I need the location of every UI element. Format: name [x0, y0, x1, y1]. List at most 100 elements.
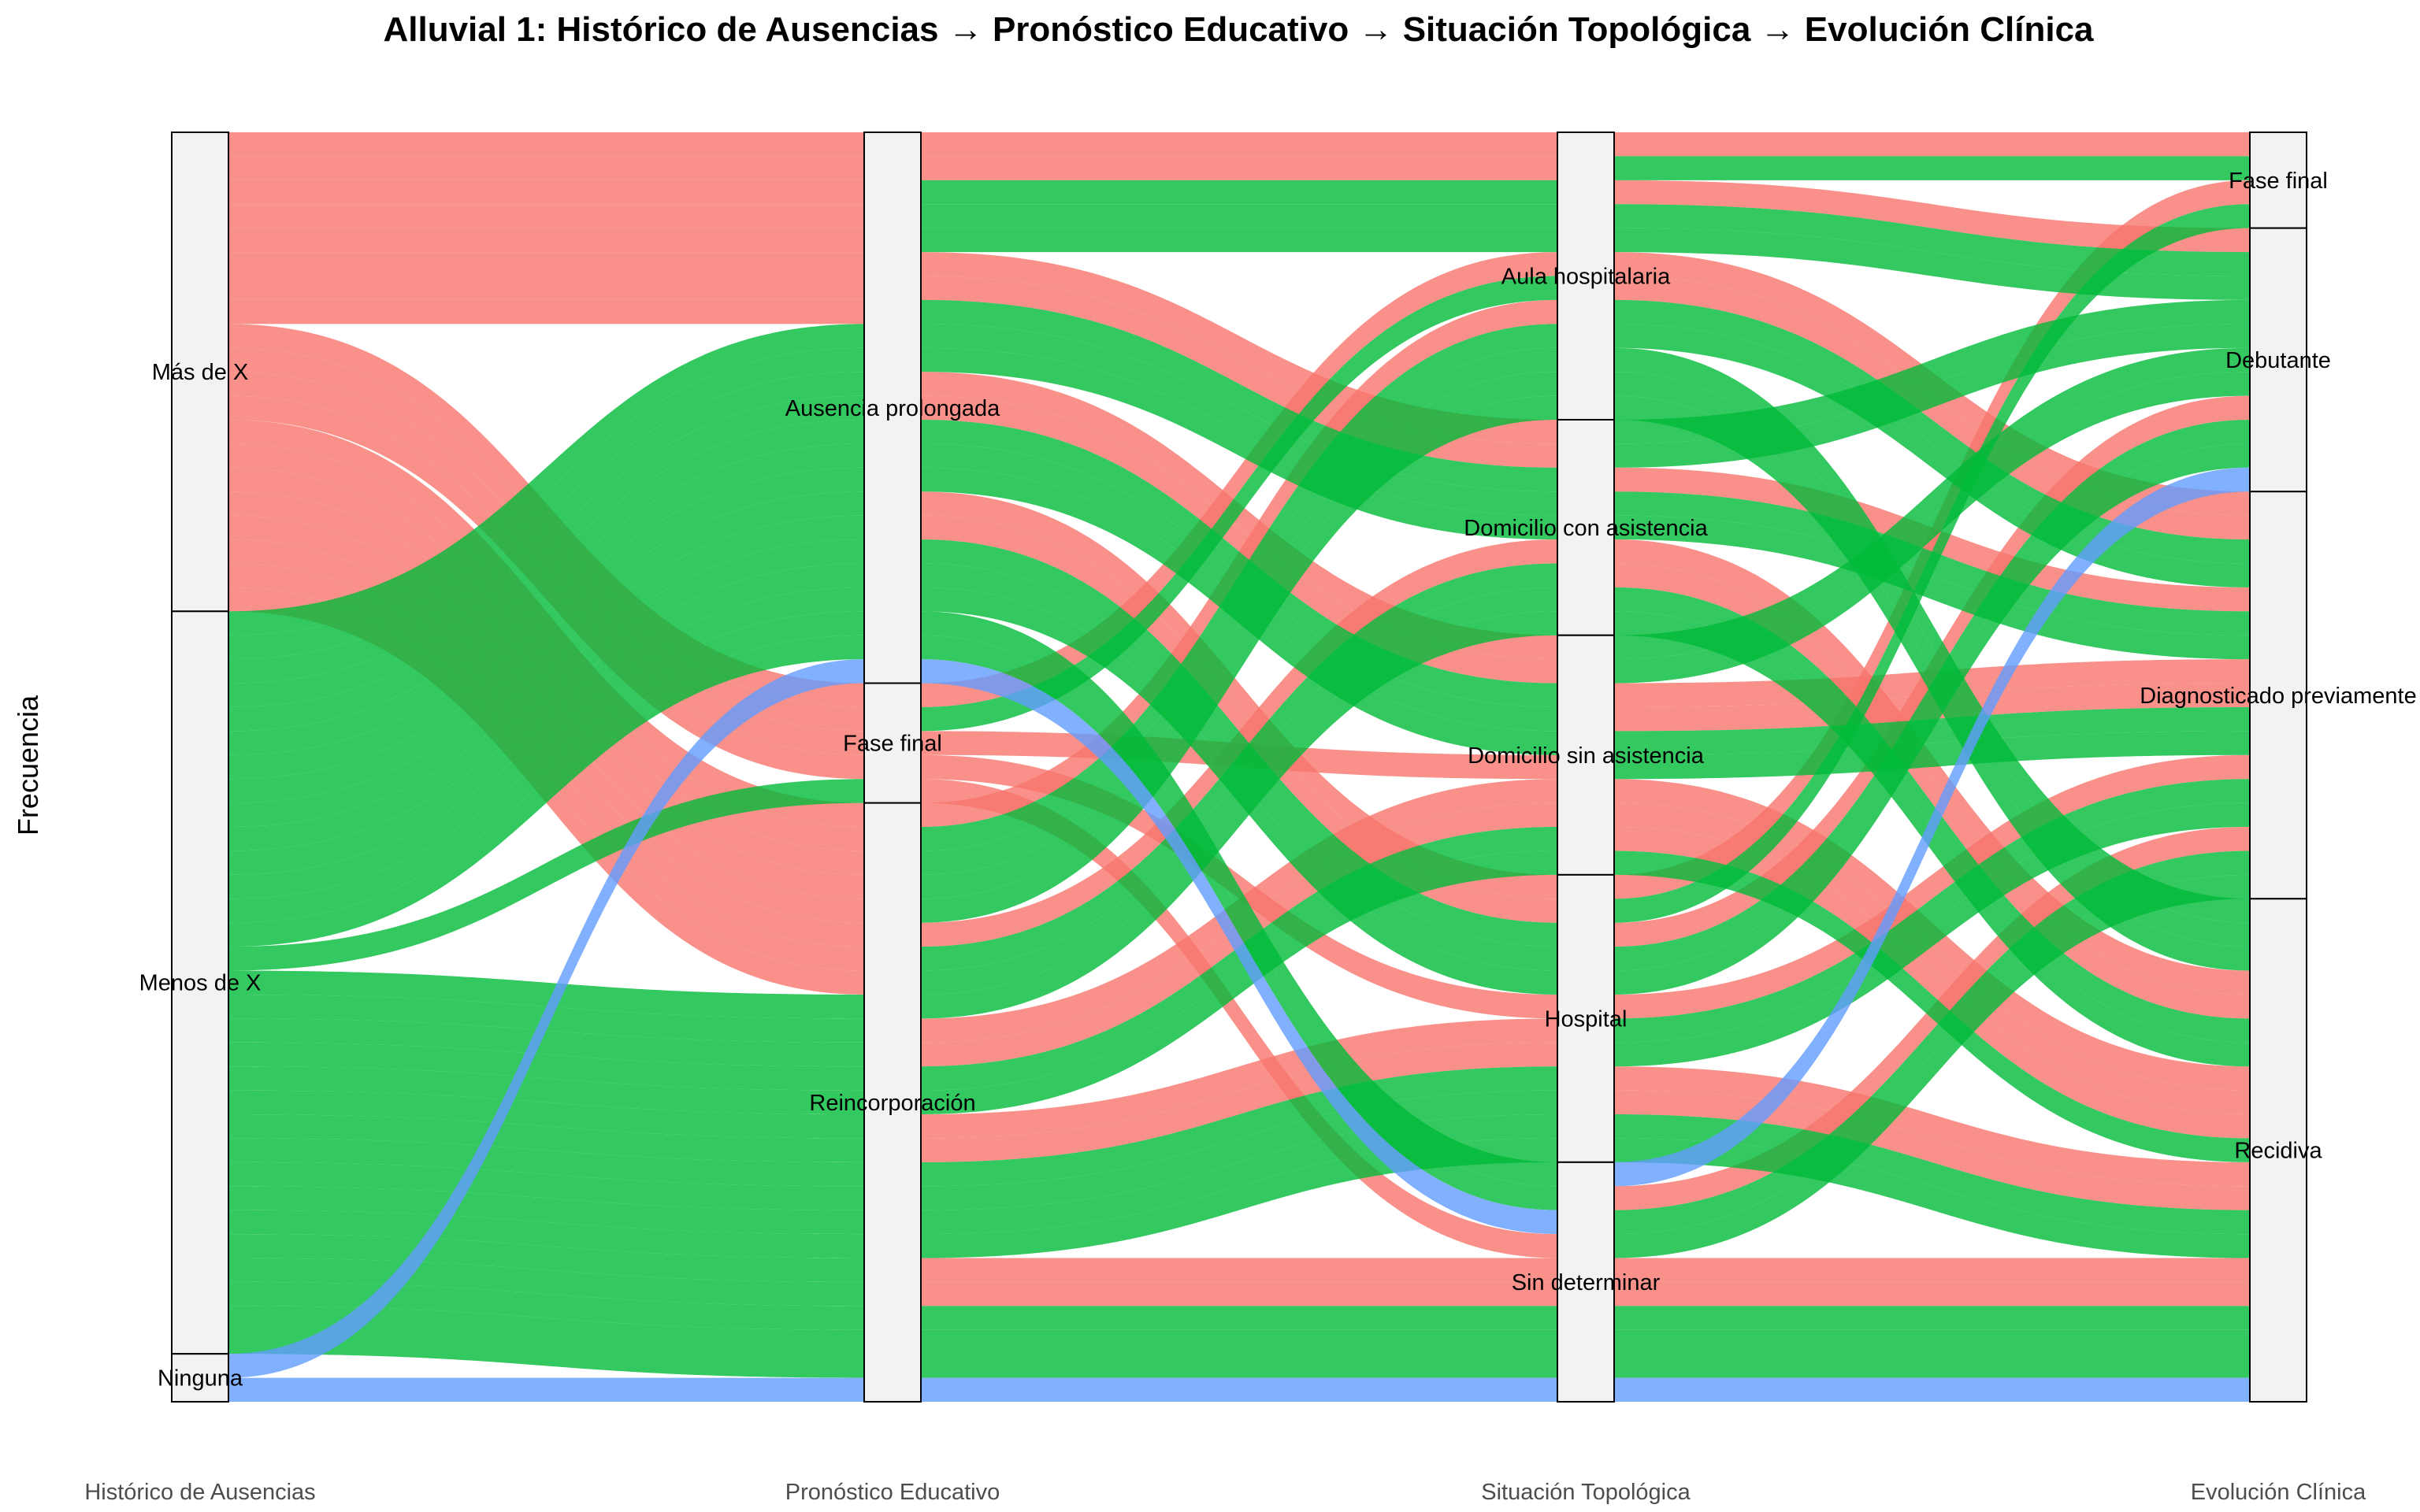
flow-segment — [228, 539, 864, 851]
strata-layer: Más de X Menos de X Ninguna Ausencia prolon… — [139, 132, 2417, 1403]
flow-segment — [1614, 347, 2250, 923]
flow-segment — [1614, 1258, 2250, 1282]
flow-segment — [228, 228, 864, 253]
flow-segment — [1614, 850, 2250, 1162]
flow-segment — [1614, 180, 2250, 253]
flow-segment — [921, 1114, 1557, 1235]
stratum-label: Fase final — [843, 732, 942, 757]
flow-segment — [921, 1258, 1557, 1282]
x-axis-tick-label: Evolución Clínica — [2191, 1480, 2366, 1505]
flow-segment — [1614, 706, 2250, 755]
flow-segment — [1614, 754, 2250, 1019]
flow-segment — [921, 276, 1557, 468]
flow-segment — [921, 1329, 1557, 1378]
stratum-box — [863, 132, 922, 684]
flow-segment — [228, 1090, 864, 1139]
stratum-label: Reincorporación — [809, 1091, 975, 1116]
flow-segment — [921, 1377, 1557, 1402]
stratum-label: Ausencia prolongada — [785, 396, 1000, 421]
stratum-box — [1557, 1161, 1615, 1403]
flow-segment — [921, 563, 1557, 971]
flow-segment — [921, 491, 1557, 899]
flow-segment — [921, 228, 1557, 253]
x-axis-tick-label: Situación Topológica — [1481, 1480, 1691, 1505]
flow-39 — [228, 395, 2250, 1091]
flow-segment — [228, 1018, 864, 1067]
flow-22 — [228, 204, 2250, 660]
stratum-box — [863, 802, 922, 1403]
flow-segment — [921, 1042, 1557, 1162]
flow-2 — [228, 156, 2250, 253]
flow-segment — [921, 419, 1557, 707]
flow-segment — [1614, 1281, 2250, 1306]
flow-segment — [228, 132, 864, 157]
flow-segment — [1614, 1329, 2250, 1378]
stratum-box — [1557, 418, 1615, 636]
stratum-label: Hospital — [1545, 1006, 1628, 1032]
flow-segment — [921, 635, 1557, 1210]
flow-segment — [228, 347, 864, 660]
flow-30 — [228, 419, 2250, 971]
stratum-box — [2249, 491, 2307, 900]
flow-38 — [228, 324, 2250, 1067]
stratum-box — [1557, 132, 1615, 421]
flow-segment — [1614, 1138, 2250, 1258]
flow-segment — [921, 252, 1557, 444]
flow-segment — [921, 347, 1557, 875]
flow-segment — [1614, 132, 2250, 157]
flow-segment — [1614, 827, 2250, 1139]
flow-segment — [1614, 802, 2250, 1115]
flow-segment — [1614, 1114, 2250, 1235]
flow-segment — [921, 180, 1557, 205]
stratum-box — [2249, 132, 2307, 229]
flow-layer — [228, 132, 2250, 1402]
flow-segment — [921, 299, 1557, 492]
flow-segment — [1614, 731, 2250, 780]
stratum-box — [1557, 634, 1615, 876]
stratum-box — [1557, 873, 1615, 1163]
y-axis-label: Frecuencia — [12, 695, 44, 836]
flow-segment — [228, 587, 864, 899]
flow-segment — [921, 850, 1557, 1115]
flow-segment — [1614, 324, 2250, 587]
flow-segment — [921, 324, 1557, 851]
flow-segment — [228, 395, 864, 707]
flow-segment — [921, 659, 1557, 1235]
stratum-label: Menos de X — [139, 971, 262, 996]
flow-segment — [228, 276, 864, 300]
flow-52 — [228, 1377, 2250, 1402]
flow-segment — [228, 970, 864, 1019]
flow-segment — [1614, 779, 2250, 1043]
flow-segment — [921, 324, 1557, 516]
flow-40 — [228, 324, 2250, 1115]
stratum-label: Debutante — [2225, 348, 2331, 373]
stratum-label: Aula hospitalaria — [1501, 264, 1671, 289]
flow-segment — [228, 563, 864, 875]
flow-50 — [228, 1306, 2250, 1378]
chart-title: Alluvial 1: Histórico de Ausencias → Pro… — [383, 10, 2094, 49]
flow-segment — [228, 635, 864, 947]
flow-segment — [921, 539, 1557, 947]
flow-segment — [228, 324, 864, 636]
flow-43 — [228, 372, 2250, 1187]
flow-segment — [1614, 372, 2250, 684]
flow-segment — [921, 395, 1557, 923]
flow-segment — [1614, 563, 2250, 1019]
flow-segment — [228, 1186, 864, 1235]
flow-segment — [921, 252, 1557, 707]
stratum-label: Recidiva — [2234, 1139, 2322, 1164]
stratum-box — [171, 1353, 229, 1403]
flow-segment — [228, 1138, 864, 1187]
flow-segment — [228, 156, 864, 180]
stratum-label: Fase final — [2229, 169, 2328, 194]
flow-35 — [228, 276, 2250, 971]
flow-segment — [228, 443, 864, 755]
flow-segment — [1614, 515, 2250, 660]
flow-33 — [228, 611, 2250, 1235]
stratum-box — [2249, 227, 2307, 493]
flow-segment — [1614, 156, 2250, 180]
flow-36 — [228, 156, 2250, 1019]
flow-segment — [1614, 874, 2250, 1258]
flow-segment — [228, 491, 864, 803]
flow-segment — [228, 1258, 864, 1306]
